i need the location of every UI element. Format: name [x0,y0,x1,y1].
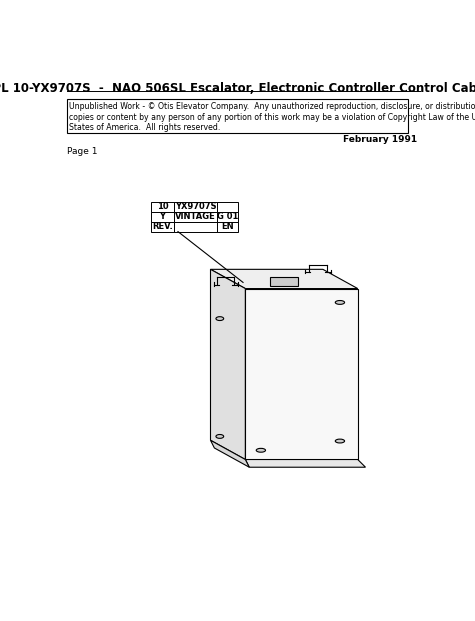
Polygon shape [246,460,365,467]
Ellipse shape [256,448,266,452]
Text: Unpublished Work - © Otis Elevator Company.  Any unauthorized reproduction, disc: Unpublished Work - © Otis Elevator Compa… [69,102,475,132]
Text: VINTAGE: VINTAGE [175,212,216,221]
Text: REV.: REV. [152,222,173,231]
Polygon shape [210,270,246,460]
Bar [151,212,174,222]
Bar [217,202,238,212]
Text: G 01: G 01 [217,212,238,221]
Polygon shape [246,289,358,460]
Text: SPL 10-YX9707S  -  NAO 506SL Escalator, Electronic Controller Control Cabinet: SPL 10-YX9707S - NAO 506SL Escalator, El… [0,82,475,95]
Ellipse shape [216,317,224,320]
Polygon shape [210,270,358,289]
Ellipse shape [335,301,344,304]
Ellipse shape [335,439,344,443]
Bar [174,212,217,222]
Bar [151,222,174,232]
Text: February 1991: February 1991 [343,135,418,144]
Bar [217,212,238,222]
Text: YX9707S: YX9707S [175,202,216,211]
Text: Y: Y [160,212,165,221]
Bar [174,202,217,212]
Polygon shape [210,440,249,467]
Bar [217,222,238,232]
Ellipse shape [216,435,224,438]
Text: EN: EN [221,222,234,231]
Bar [174,222,217,232]
Text: Page 1: Page 1 [67,147,98,156]
Bar [151,202,174,212]
Text: 10: 10 [157,202,168,211]
Bar [67,99,408,133]
Polygon shape [270,277,298,286]
